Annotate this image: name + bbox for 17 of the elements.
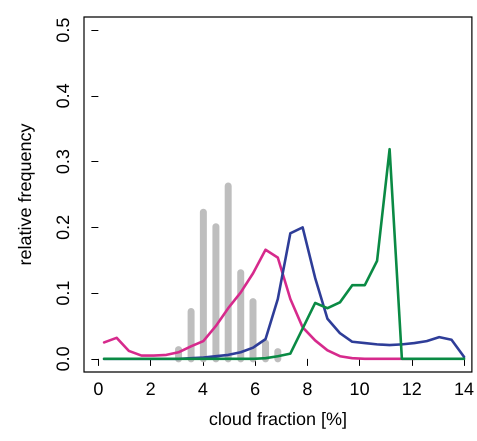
y-axis-title: relative frequency	[15, 123, 35, 266]
y-tick-label: 0.4	[53, 83, 73, 108]
y-tick-label: 0.0	[53, 346, 73, 372]
line-series	[102, 148, 466, 360]
y-tick-label: 0.5	[53, 18, 73, 43]
x-tick-label: 0	[93, 379, 104, 399]
y-tick-label: 0.1	[53, 280, 73, 306]
x-tick-label: 2	[146, 379, 156, 399]
y-tick-label: 0.3	[53, 149, 73, 174]
x-tick-label: 10	[350, 379, 370, 399]
x-tick-label: 4	[198, 379, 208, 399]
x-tick-label: 12	[402, 379, 422, 399]
x-axis-title: cloud fraction [%]	[208, 409, 347, 429]
x-tick-label: 6	[250, 379, 260, 399]
x-tick-label: 14	[454, 379, 474, 399]
x-tick-label: 8	[302, 379, 312, 399]
y-tick-label: 0.2	[53, 214, 73, 240]
